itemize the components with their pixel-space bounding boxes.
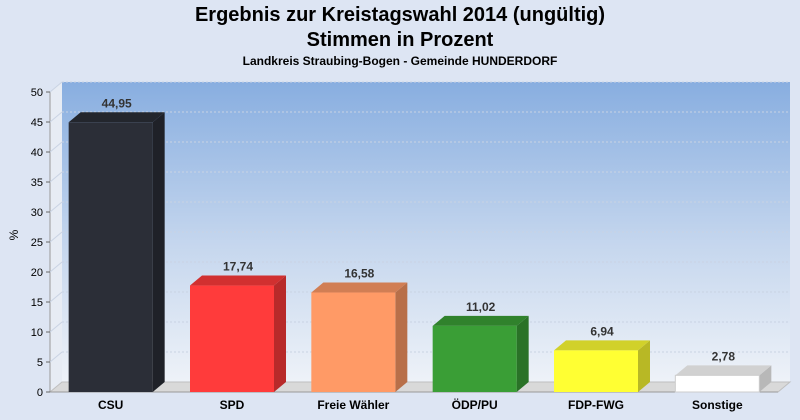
y-tick-label: 50 — [31, 87, 43, 99]
bar-top — [311, 282, 408, 293]
gridline-side — [49, 111, 63, 123]
bar-top — [68, 112, 165, 123]
bar-value-label: 16,58 — [344, 267, 374, 281]
gridline-side — [49, 141, 63, 153]
y-tick-label: 20 — [31, 267, 43, 279]
bar-top — [675, 365, 772, 376]
bar-top — [432, 315, 529, 326]
bar-side — [395, 282, 408, 392]
bar: 11,02 — [432, 300, 529, 392]
bar-value-label: 11,02 — [466, 300, 496, 314]
bar: 44,95 — [68, 96, 165, 393]
bar-front — [68, 122, 153, 393]
chart-subtitle: Landkreis Straubing-Bogen - Gemeinde HUN… — [242, 54, 558, 68]
bar-side — [516, 315, 529, 392]
gridline-side — [49, 321, 63, 333]
y-tick-label: 25 — [31, 237, 43, 249]
bar-front — [190, 285, 274, 392]
bar-value-label: 2,78 — [712, 349, 736, 363]
bar-value-label: 44,95 — [102, 96, 132, 110]
y-tick-label: 40 — [31, 147, 43, 159]
chart-title: Ergebnis zur Kreistagswahl 2014 (ungülti… — [194, 4, 606, 26]
bar-side — [152, 112, 165, 393]
gridline-side — [49, 171, 63, 183]
bar-top — [190, 275, 286, 286]
x-tick-label: Freie Wähler — [317, 398, 389, 412]
bar-front — [311, 292, 396, 392]
bar: 17,74 — [190, 260, 286, 392]
bar-side — [759, 365, 772, 392]
y-tick-label: 0 — [37, 387, 43, 399]
bar-front — [554, 350, 638, 392]
bar-top — [554, 340, 650, 351]
x-tick-label: CSU — [98, 398, 123, 412]
bar-side — [638, 340, 650, 392]
y-tick-label: 35 — [31, 177, 43, 189]
x-tick-label: SPD — [220, 398, 245, 412]
bar: 6,94 — [554, 324, 650, 392]
bar-side — [274, 275, 286, 392]
gridline-side — [49, 291, 63, 303]
x-axis-labels: CSU SPD Freie Wähler ÖDP/PU FDP-FWG Sonstige — [98, 397, 743, 412]
gridline-side — [49, 201, 63, 213]
y-tick-label: 15 — [31, 297, 43, 309]
gridline-side — [49, 261, 63, 273]
gridlines — [49, 81, 790, 363]
gridline-side — [49, 351, 63, 363]
bar-front — [432, 325, 517, 392]
y-axis-ticks: 0 5 10 15 20 25 30 35 40 45 50 — [31, 87, 50, 399]
y-tick-label: 5 — [37, 357, 43, 369]
bar-front — [674, 374, 760, 393]
x-tick-label: Sonstige — [692, 398, 743, 412]
gridline-side — [49, 81, 63, 93]
bars: 44,95 17,74 16,58 11,02 6,94 2,78 — [68, 96, 772, 393]
y-tick-label: 10 — [31, 327, 43, 339]
chart-title-line2: Stimmen in Prozent — [306, 29, 494, 51]
y-tick-label: 45 — [31, 117, 43, 129]
bar: 2,78 — [674, 349, 772, 393]
x-tick-label: FDP-FWG — [568, 398, 624, 412]
y-axis-label: % — [7, 229, 21, 240]
bar-value-label: 17,74 — [223, 260, 253, 274]
bar-value-label: 6,94 — [590, 324, 614, 338]
bar: 16,58 — [311, 267, 408, 392]
x-tick-label: ÖDP/PU — [452, 397, 498, 412]
y-tick-label: 30 — [31, 207, 43, 219]
gridline-side — [49, 231, 63, 243]
